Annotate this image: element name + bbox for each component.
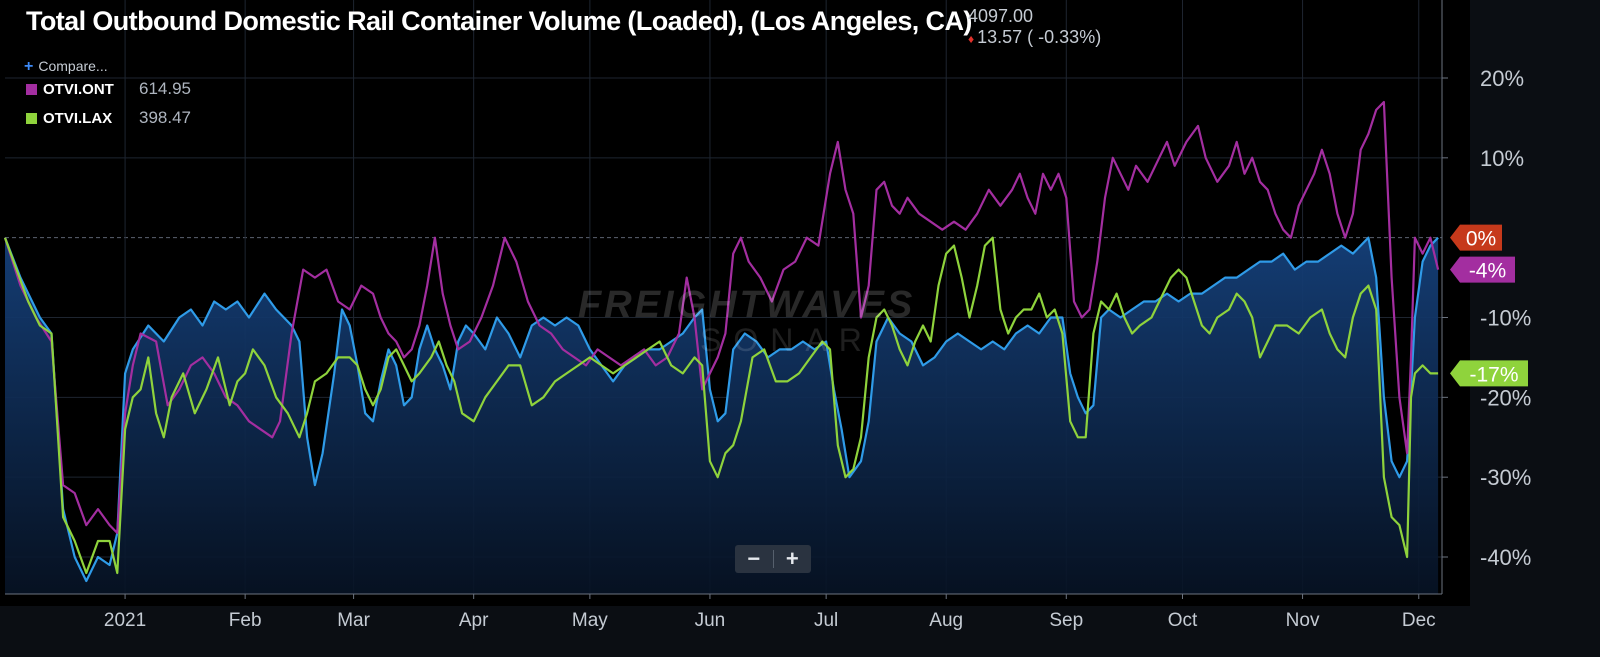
x-tick-label: Mar (337, 610, 370, 631)
y-tick-label: 10% (1480, 146, 1524, 171)
x-tick-label: Dec (1402, 610, 1436, 631)
end-label-text: -17% (1469, 363, 1518, 386)
legend-value: 614.95 (139, 79, 191, 98)
series-line-2 (3, 236, 1439, 575)
legend-value: 398.47 (139, 108, 191, 127)
watermark-brand: FREIGHTWAVES (578, 284, 916, 326)
compare-button[interactable]: + Compare... (24, 58, 108, 76)
end-label-2: -17% (1450, 360, 1528, 387)
x-tick-label: Apr (459, 610, 489, 631)
legend-name: OTVI.LAX (43, 110, 113, 127)
x-tick-label: 2021 (104, 610, 146, 631)
area-fill-layer (5, 237, 1439, 594)
x-tick-label: Nov (1286, 610, 1320, 631)
legend-swatch-ont (26, 84, 37, 95)
end-label-tag (1450, 224, 1502, 251)
zoom-divider (772, 550, 774, 568)
area-fill (5, 237, 1439, 594)
axes: 2021 Feb Mar Apr May Jun Jul Aug Sep Oct Nov Dec 20%… (5, 0, 1531, 631)
end-label-text: -4% (1469, 260, 1506, 283)
down-arrow-icon: ♦ (968, 32, 975, 46)
end-value-labels: 0% -4% -17% (1450, 224, 1528, 387)
zoom-in-button[interactable]: + (785, 546, 799, 571)
legend-item-ont[interactable]: OTVI.ONT 614.95 (26, 79, 191, 99)
series-line-0 (3, 236, 1439, 583)
x-tick-label: Sep (1049, 610, 1083, 631)
legend-name: OTVI.ONT (43, 81, 114, 98)
chart-area[interactable]: 2021 Feb Mar Apr May Jun Jul Aug Sep Oct Nov Dec 20%… (0, 0, 1531, 631)
series-lines (3, 100, 1440, 583)
change-text: 13.57 ( -0.33%) (977, 27, 1102, 47)
legend-item-lax[interactable]: OTVI.LAX 398.47 (26, 108, 191, 128)
end-label-0: 0% (1450, 224, 1502, 251)
y-tick-label: -30% (1480, 465, 1531, 490)
end-label-text: 0% (1466, 228, 1496, 251)
watermark-product: SONAR (700, 322, 874, 358)
legend-swatch-lax (26, 113, 37, 124)
series-line-1 (3, 100, 1440, 535)
compare-label: Compare... (38, 58, 108, 74)
zoom-controls: − + (735, 545, 811, 573)
x-tick-label: Feb (229, 610, 262, 631)
y-tick-label: -40% (1480, 545, 1531, 570)
x-tick-label: Aug (929, 610, 963, 631)
end-label-tag (1450, 256, 1515, 283)
plus-icon: + (24, 58, 34, 75)
x-tick-label: Jun (695, 610, 726, 631)
chart-title: Total Outbound Domestic Rail Container V… (26, 6, 972, 36)
x-tick-label: Jul (814, 610, 838, 631)
end-label-tag (1450, 360, 1528, 387)
y-tick-label: -10% (1480, 306, 1531, 331)
change-value: ♦ 13.57 ( -0.33%) (968, 27, 1101, 48)
y-tick-label: 20% (1480, 66, 1524, 91)
last-value: 4097.00 (968, 6, 1034, 26)
y-tick-label: -20% (1480, 385, 1531, 410)
x-tick-label: May (572, 610, 608, 631)
zoom-out-button[interactable]: − (747, 546, 761, 571)
end-label-1: -4% (1450, 256, 1515, 283)
x-tick-label: Oct (1168, 610, 1198, 631)
